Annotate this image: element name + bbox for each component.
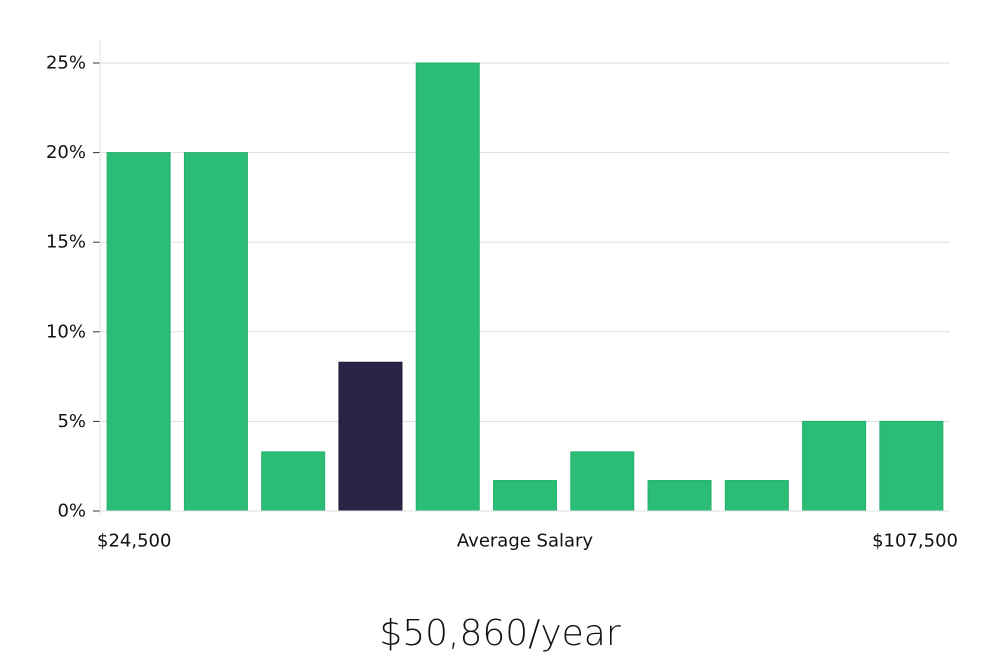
bar xyxy=(261,451,326,512)
x-label-max-salary: $107,500 xyxy=(872,531,958,552)
chart-canvas: 0% 5% 10% 15% 20% 25% $24,500 Average Salary $1… xyxy=(46,40,958,552)
bar xyxy=(647,480,712,512)
x-label-min-salary: $24,500 xyxy=(97,531,171,552)
y-tick-label: 5% xyxy=(57,411,86,432)
bar xyxy=(183,152,248,512)
x-axis-labels: $24,500 Average Salary $107,500 xyxy=(97,531,958,552)
bar xyxy=(493,480,557,512)
y-tick-label: 20% xyxy=(46,142,86,163)
y-tick-label: 15% xyxy=(46,232,86,253)
bar xyxy=(570,451,635,512)
bar xyxy=(106,152,171,512)
y-tick-label: 25% xyxy=(46,53,86,74)
bar xyxy=(415,62,480,512)
y-tick-labels: 0% 5% 10% 15% 20% 25% xyxy=(46,53,86,522)
bar xyxy=(802,420,867,512)
y-tick-label: 10% xyxy=(46,321,86,342)
y-tick-label: 0% xyxy=(57,501,86,522)
bar xyxy=(879,420,944,512)
bars xyxy=(106,62,944,512)
bar xyxy=(724,480,789,512)
average-salary-value: $50,860/year xyxy=(379,613,621,654)
axes xyxy=(93,40,950,515)
bar-highlight xyxy=(338,361,403,512)
x-label-average-salary: Average Salary xyxy=(457,531,594,552)
